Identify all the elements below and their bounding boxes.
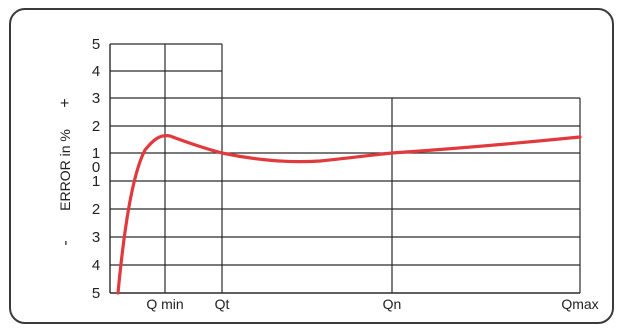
y-tick-label: 1 [92, 173, 100, 190]
x-tick-label: Qn [383, 296, 402, 312]
y-axis-label: ERROR in % [57, 129, 73, 211]
y-tick-label: 5 [92, 285, 100, 302]
x-tick-label: Qmax [561, 296, 598, 312]
y-zero-label: 0 [92, 159, 100, 176]
y-positive-sign: + [57, 98, 74, 107]
y-tick-label: 1 [92, 145, 100, 162]
x-tick-label: Qt [215, 296, 230, 312]
chart-labels: 5 4 3 2 101 2 3 4 5 Q min Qt Qn Qmax [92, 36, 599, 312]
y-tick-label: 2 [92, 118, 100, 135]
y-negative-sign: - [57, 240, 74, 245]
chart-grid [109, 43, 581, 294]
y-tick-label: 4 [92, 63, 100, 80]
y-tick-label: 3 [92, 90, 100, 107]
y-tick-label: 3 [92, 229, 100, 246]
y-tick-label: 5 [92, 36, 100, 53]
y-tick-label: 2 [92, 201, 100, 218]
x-tick-label: Q min [146, 296, 183, 312]
error-curve-series [116, 134, 582, 295]
y-tick-label: 4 [92, 257, 100, 274]
